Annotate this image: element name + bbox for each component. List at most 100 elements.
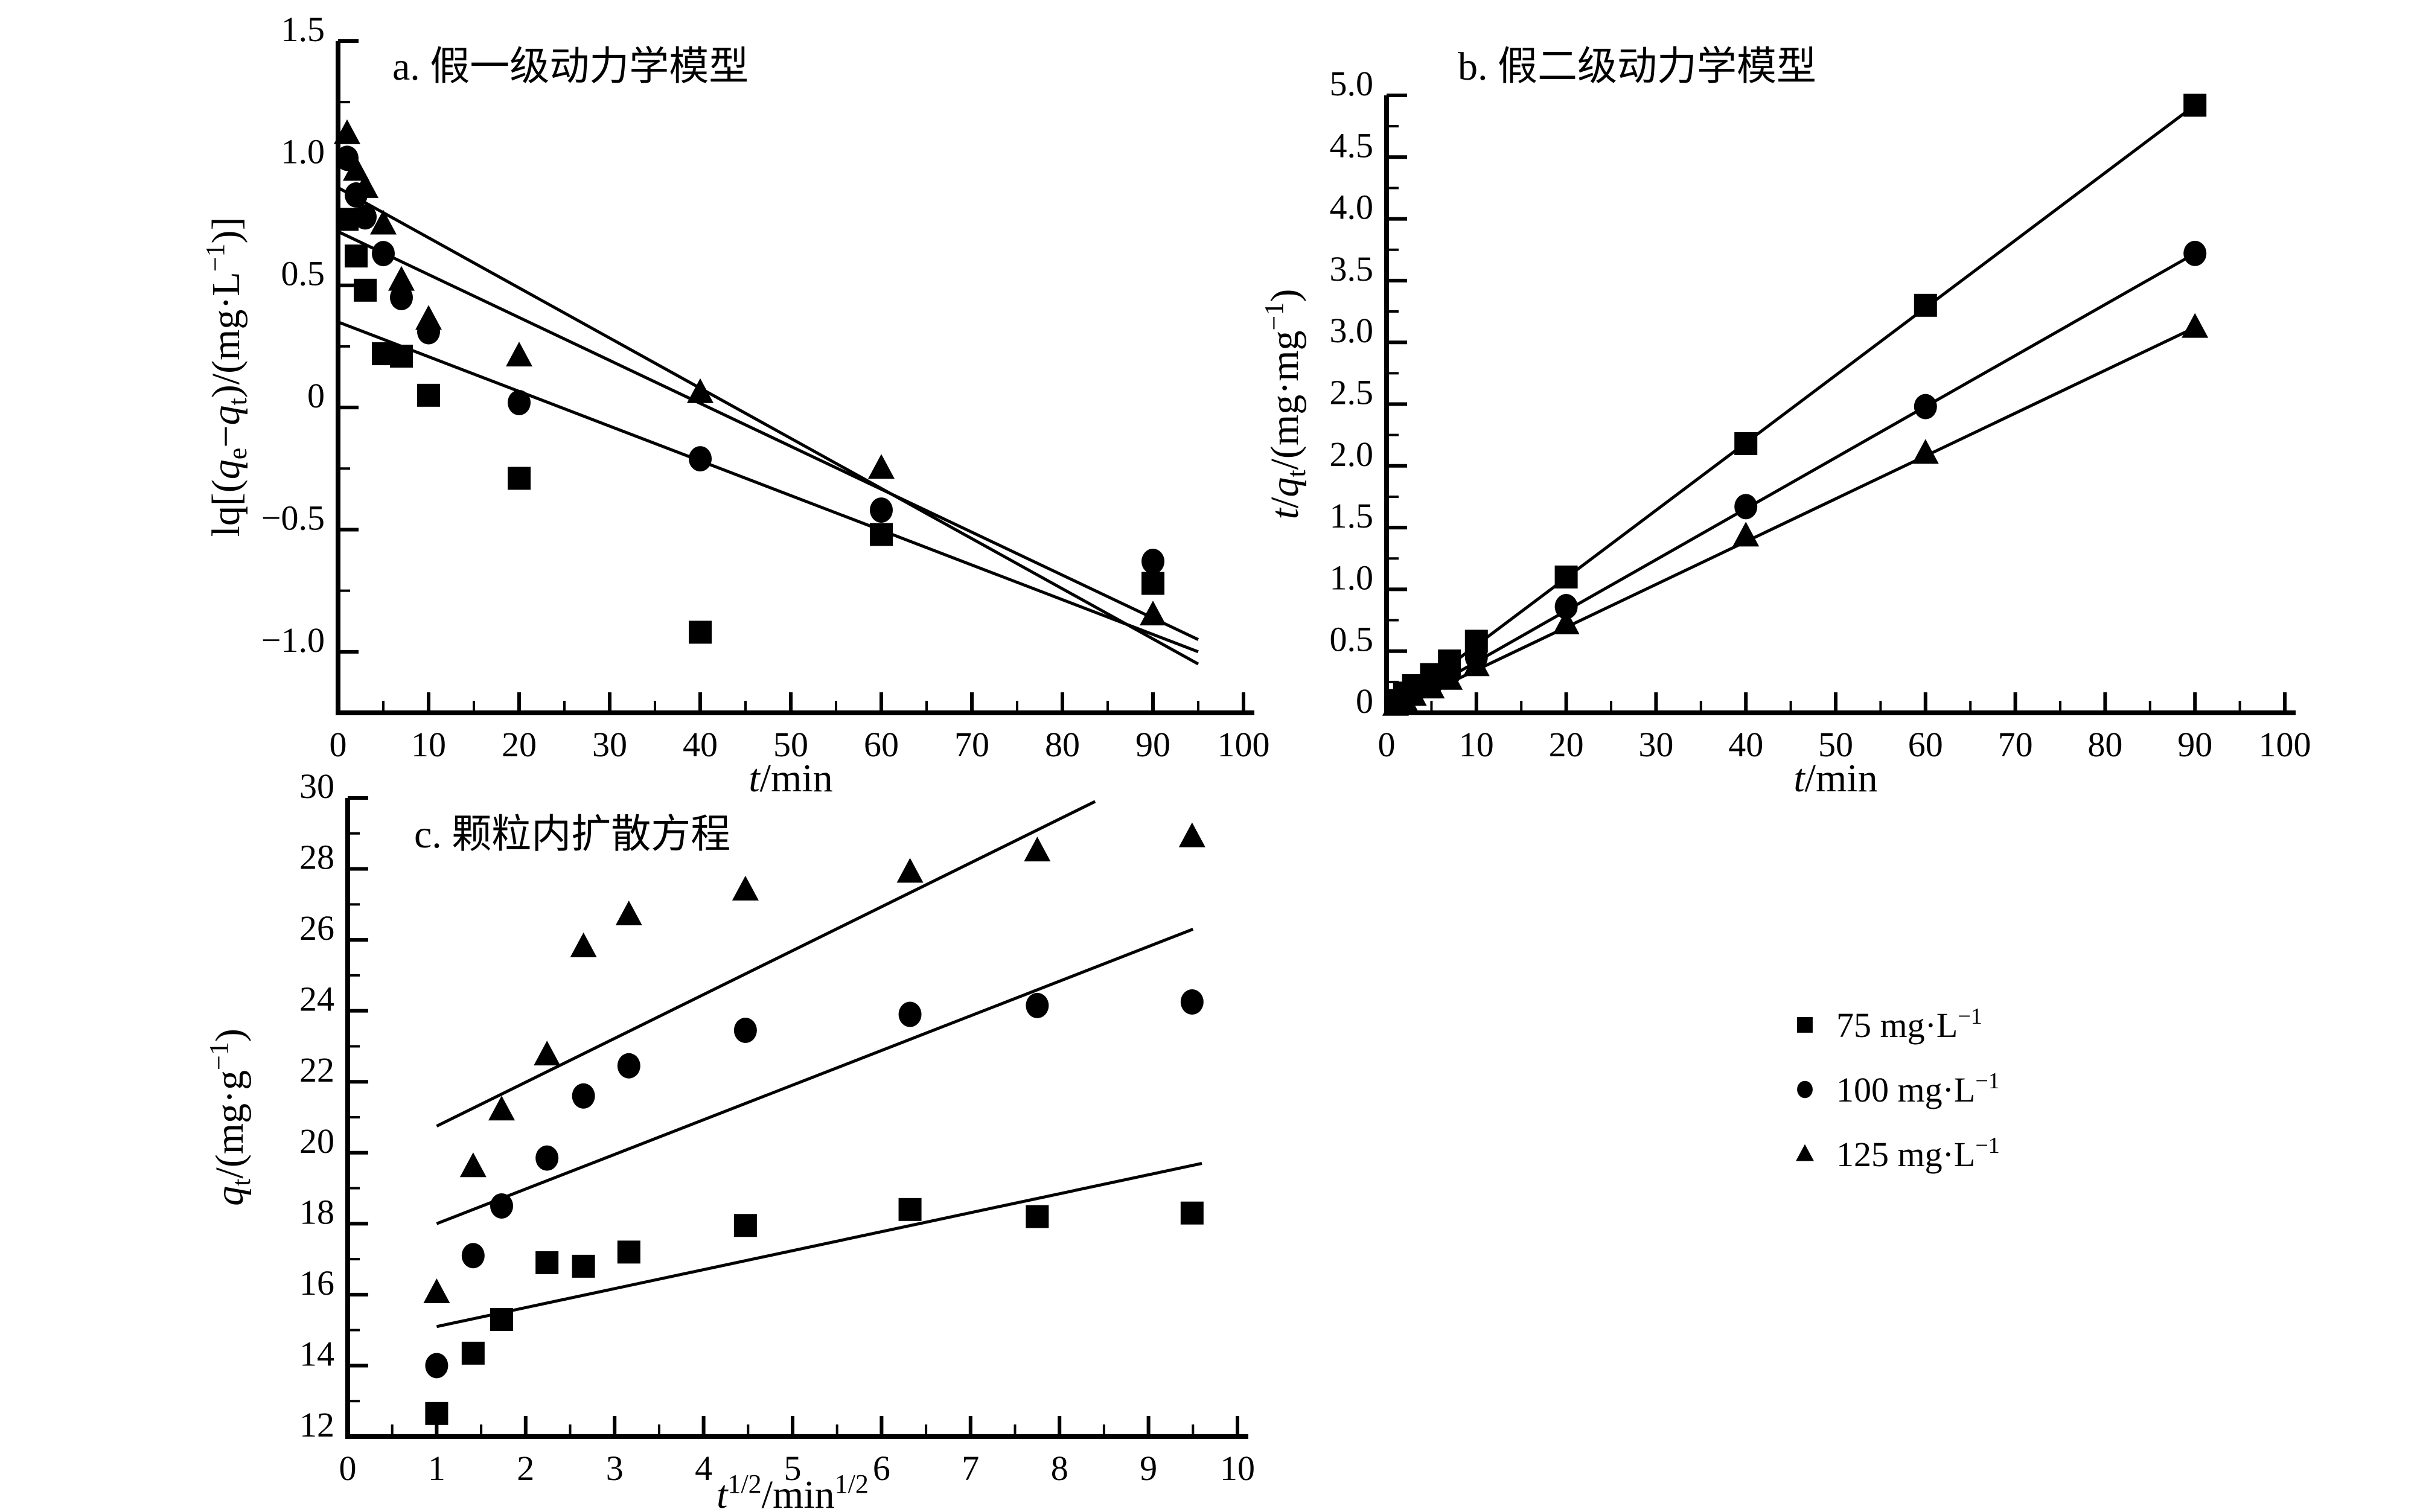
chart-b-y-tick-label: 1.0 xyxy=(1330,558,1374,597)
chart-b-x-tick-label: 30 xyxy=(1638,725,1673,764)
data-point-circle xyxy=(1026,992,1049,1018)
data-point-square xyxy=(617,1240,640,1264)
chart-a-x-tick-label: 10 xyxy=(411,725,446,764)
chart-b-x-ticks: 0 10 20 30 40 50 60 70 80 90 100 xyxy=(1378,692,2311,764)
data-point-circle xyxy=(535,1145,559,1171)
chart-a-series-75-mg-l-1 xyxy=(336,208,1164,644)
chart-a-fit-line-75-mg-l-1 xyxy=(337,321,1199,654)
data-point-triangle xyxy=(352,173,378,198)
chart-c-y-tick-label: 30 xyxy=(299,767,334,806)
chart-a-x-tick-label: 20 xyxy=(502,725,537,764)
data-point-square xyxy=(535,1251,559,1274)
data-point-circle xyxy=(425,1353,449,1379)
data-point-square xyxy=(1026,1205,1049,1228)
data-point-triangle xyxy=(1418,674,1445,699)
chart-a-x-tick-label: 60 xyxy=(864,725,899,764)
data-point-triangle xyxy=(334,119,360,144)
legend-item: 100 mg·L−1 xyxy=(1797,1068,2000,1109)
data-point-triangle xyxy=(534,1041,561,1066)
data-point-triangle xyxy=(343,156,369,181)
chart-b-y-tick-label: 4.0 xyxy=(1330,188,1374,227)
data-point-triangle xyxy=(488,1096,516,1121)
data-point-triangle xyxy=(415,305,442,330)
data-point-square xyxy=(508,467,531,490)
data-point-triangle xyxy=(732,875,759,901)
chart-a-series-125-mg-l-1 xyxy=(334,119,1166,626)
data-point-circle xyxy=(898,1001,922,1027)
chart-c-series-75-mg-l-1 xyxy=(425,1198,1204,1425)
data-point-square xyxy=(572,1254,595,1278)
chart-a-y-axis-label: lq[(qe−qt)/(mg·L−1)] xyxy=(200,217,252,537)
data-point-triangle xyxy=(423,1278,450,1303)
chart-b-x-tick-label: 10 xyxy=(1459,725,1494,764)
data-point-triangle xyxy=(896,858,924,883)
chart-b-x-axis-label: t/min xyxy=(1793,756,1877,800)
chart-a-x-axis-label: t/min xyxy=(749,756,832,800)
chart-a-x-tick-label: 40 xyxy=(683,725,718,764)
legend-item-label: 100 mg·L−1 xyxy=(1836,1068,2000,1109)
chart-b-y-tick-label: 2.5 xyxy=(1330,373,1374,412)
data-point-circle xyxy=(1180,989,1204,1015)
chart-b-y-tick-label: 2.0 xyxy=(1330,435,1374,474)
data-point-circle xyxy=(2183,240,2207,266)
legend-item: 75 mg·L−1 xyxy=(1797,1004,1982,1045)
data-point-circle xyxy=(1914,394,1937,419)
data-point-square xyxy=(1180,1201,1204,1225)
chart-a-x-tick-label: 80 xyxy=(1045,725,1080,764)
data-point-triangle xyxy=(868,454,895,479)
chart-c-y-tick-label: 22 xyxy=(299,1050,334,1089)
chart-c-y-tick-label: 12 xyxy=(299,1405,334,1444)
chart-b-x-tick-label: 100 xyxy=(2259,725,2311,764)
chart-b-y-tick-label: 5.0 xyxy=(1330,64,1374,103)
data-point-triangle xyxy=(570,932,597,957)
data-point-triangle xyxy=(1553,609,1580,634)
chart-b-x-tick-label: 80 xyxy=(2087,725,2122,764)
chart-a-series-100-mg-l-1 xyxy=(336,145,1164,575)
data-point-circle xyxy=(461,1243,485,1269)
chart-b-y-tick-label: 0.5 xyxy=(1330,620,1374,659)
chart-b-y-tick-label: 1.5 xyxy=(1330,496,1374,535)
triangle-icon xyxy=(1796,1144,1814,1161)
legend-item-label: 125 mg·L−1 xyxy=(1836,1133,2000,1174)
chart-a-y-ticks: −1.0 −0.5 0 0.5 1.0 1.5 xyxy=(261,10,359,660)
chart-b-x-tick-label: 0 xyxy=(1378,725,1396,764)
data-point-circle xyxy=(733,1017,757,1043)
chart-c-y-tick-label: 28 xyxy=(299,838,334,877)
chart-b-x-tick-label: 70 xyxy=(1998,725,2033,764)
chart-c-fit-line-125-mg-l-1 xyxy=(436,800,1096,1128)
chart-c-y-axis-label: qt/(mg·g−1) xyxy=(204,1029,256,1206)
chart-c-series-100-mg-l-1 xyxy=(425,989,1204,1379)
data-point-square xyxy=(689,620,712,644)
data-point-triangle xyxy=(459,1152,487,1178)
data-point-triangle xyxy=(687,378,714,403)
data-point-square xyxy=(345,244,368,268)
data-point-circle xyxy=(1141,549,1164,575)
data-point-circle xyxy=(689,446,712,472)
chart-c-x-tick-label: 1 xyxy=(428,1449,445,1488)
chart-c-x-tick-label: 9 xyxy=(1140,1449,1157,1488)
data-point-circle xyxy=(508,389,531,415)
data-point-square xyxy=(1914,293,1937,317)
data-point-circle xyxy=(372,241,395,267)
data-point-triangle xyxy=(1178,822,1205,847)
chart-c-y-tick-label: 18 xyxy=(299,1192,334,1231)
chart-c-x-tick-label: 2 xyxy=(517,1449,534,1488)
chart-b-fit-line-75-mg-l-1 xyxy=(1385,104,2196,714)
chart-b-x-tick-label: 20 xyxy=(1549,725,1584,764)
chart-b-x-tick-label: 40 xyxy=(1728,725,1763,764)
chart-c-y-tick-label: 20 xyxy=(299,1121,334,1161)
chart-b-title: b. 假二级动力学模型 xyxy=(1458,45,1816,89)
chart-a-y-tick-label: 1.0 xyxy=(281,132,325,171)
chart-a-x-tick-label: 90 xyxy=(1135,725,1170,764)
data-point-circle xyxy=(617,1053,640,1079)
data-point-square xyxy=(417,383,440,407)
chart-a-y-tick-label: −1.0 xyxy=(261,620,325,660)
data-point-circle xyxy=(1554,594,1578,620)
chart-a-x-tick-label: 100 xyxy=(1218,725,1270,764)
chart-b-y-tick-label: 4.5 xyxy=(1330,126,1374,165)
data-point-square xyxy=(490,1308,514,1332)
chart-c-x-tick-label: 0 xyxy=(339,1449,357,1488)
data-point-triangle xyxy=(1436,665,1463,690)
chart-b-axes xyxy=(1384,95,2296,715)
